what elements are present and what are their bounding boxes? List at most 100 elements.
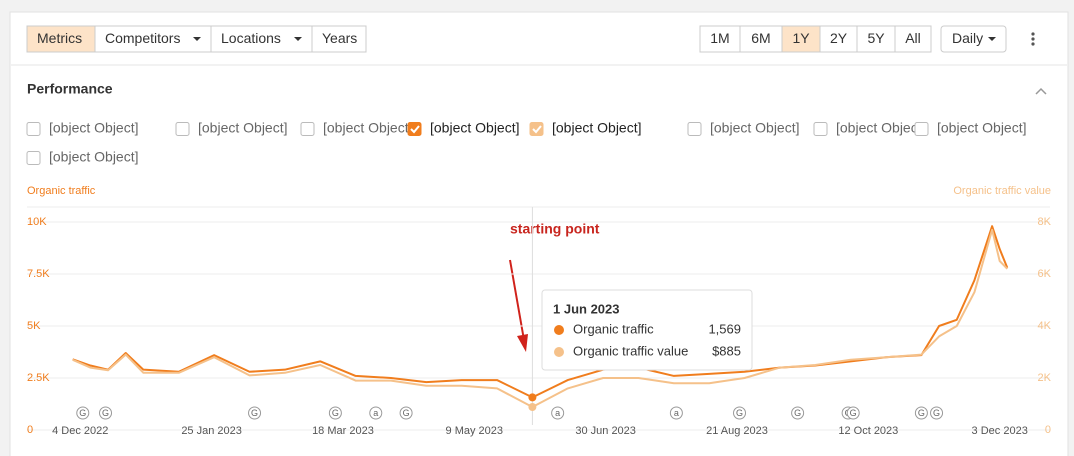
checkbox[interactable]: [175, 122, 190, 136]
annotation: starting point: [510, 221, 600, 237]
event-marker[interactable]: [914, 406, 928, 420]
event-marker-label[interactable]: G: [102, 408, 109, 418]
checkbox[interactable]: [300, 122, 315, 136]
hover-dot: [528, 393, 537, 402]
x-tick-label: 18 Mar 2023: [312, 425, 374, 437]
section-title: Performance: [27, 81, 113, 97]
event-marker-label[interactable]: a: [555, 408, 560, 418]
checkbox[interactable]: [687, 122, 702, 136]
tab[interactable]: [311, 25, 367, 53]
y2-tick-label: 4K: [1038, 320, 1052, 332]
y-tick-label: 7.5K: [27, 268, 50, 280]
tooltip-name: Organic traffic: [573, 321, 654, 336]
menu-dot[interactable]: [1031, 42, 1035, 46]
tab[interactable]: [26, 25, 96, 53]
checkbox-label[interactable]: [object Object]: [198, 120, 288, 136]
series-line: [72, 225, 1009, 399]
checkmark: [532, 125, 542, 134]
x-tick-label: 9 May 2023: [446, 425, 503, 437]
event-marker[interactable]: [99, 406, 113, 420]
x-tick-label: 4 Dec 2022: [52, 425, 108, 437]
event-marker[interactable]: [846, 406, 860, 420]
x-tick-label: 3 Dec 2023: [972, 425, 1028, 437]
menu-dot[interactable]: [1031, 37, 1035, 41]
event-marker[interactable]: [930, 406, 944, 420]
range-button[interactable]: [819, 25, 858, 53]
tooltip-name: Organic traffic value: [573, 343, 688, 358]
event-marker-label[interactable]: G: [736, 408, 743, 418]
event-marker-label[interactable]: G: [251, 408, 258, 418]
tooltip-swatch: [554, 325, 564, 335]
tab-label[interactable]: Metrics: [37, 30, 82, 46]
range-label[interactable]: 2Y: [830, 30, 848, 46]
range-button[interactable]: [699, 25, 741, 53]
event-marker[interactable]: [791, 406, 805, 420]
event-marker-label[interactable]: G: [79, 408, 86, 418]
x-tick-label: 21 Aug 2023: [706, 425, 768, 437]
checkbox-label[interactable]: [object Object]: [710, 120, 800, 136]
dropdown-caret: [294, 37, 302, 41]
event-marker-label[interactable]: G: [850, 408, 857, 418]
event-marker[interactable]: [248, 406, 262, 420]
checkbox[interactable]: [914, 122, 929, 136]
checkbox[interactable]: [26, 151, 41, 165]
range-button[interactable]: [781, 25, 821, 53]
event-marker[interactable]: [551, 406, 565, 420]
checkbox-label[interactable]: [object Object]: [430, 120, 520, 136]
tooltip-value: $885: [712, 343, 741, 358]
range-label[interactable]: 6M: [751, 30, 770, 46]
checkbox-label[interactable]: [object Object]: [836, 120, 926, 136]
menu-dot[interactable]: [1031, 32, 1035, 36]
checkbox-label[interactable]: [object Object]: [937, 120, 1027, 136]
checkbox[interactable]: [813, 122, 828, 136]
tooltip-date: 1 Jun 2023: [553, 301, 620, 316]
range-button[interactable]: [894, 25, 932, 53]
event-marker-label[interactable]: G: [918, 408, 925, 418]
event-marker-label[interactable]: a: [674, 408, 679, 418]
event-marker-label[interactable]: G: [794, 408, 801, 418]
event-marker[interactable]: [399, 406, 413, 420]
y-tick-label: 10K: [27, 216, 47, 228]
interval-label[interactable]: Daily: [952, 30, 983, 46]
tab-label[interactable]: Competitors: [105, 30, 180, 46]
event-marker[interactable]: [669, 406, 683, 420]
y-tick-label: 0: [27, 424, 33, 436]
y-tick-label: 2.5K: [27, 372, 50, 384]
event-marker-label[interactable]: a: [373, 408, 378, 418]
tab-label[interactable]: Locations: [221, 30, 281, 46]
collapse-icon[interactable]: [1035, 87, 1047, 95]
interval-button[interactable]: [940, 25, 1007, 53]
checkbox-label[interactable]: [object Object]: [49, 149, 139, 165]
event-marker[interactable]: [733, 406, 747, 420]
card: [9, 11, 1069, 456]
y2-tick-label: 0: [1045, 424, 1051, 436]
checkbox-label[interactable]: [object Object]: [552, 120, 642, 136]
checkbox-label[interactable]: [object Object]: [323, 120, 413, 136]
checkbox[interactable]: [407, 122, 422, 136]
checkbox[interactable]: [529, 122, 544, 136]
x-tick-label: 30 Jun 2023: [575, 425, 636, 437]
range-label[interactable]: 1Y: [792, 30, 810, 46]
event-marker-label[interactable]: G: [403, 408, 410, 418]
tab-label[interactable]: Years: [322, 30, 357, 46]
checkbox[interactable]: [26, 122, 41, 136]
event-marker[interactable]: [328, 406, 342, 420]
event-marker-label[interactable]: G: [933, 408, 940, 418]
tab[interactable]: [94, 25, 212, 53]
event-marker-label[interactable]: G: [332, 408, 339, 418]
event-marker[interactable]: [76, 406, 90, 420]
checkbox-label[interactable]: [object Object]: [49, 120, 139, 136]
range-button[interactable]: [739, 25, 783, 53]
range-label[interactable]: 5Y: [867, 30, 885, 46]
range-button[interactable]: [856, 25, 896, 53]
series-line: [72, 228, 1008, 408]
range-label[interactable]: 1M: [710, 30, 729, 46]
y2-tick-label: 6K: [1038, 268, 1052, 280]
y-axis-title: Organic traffic: [27, 185, 96, 197]
hover-dot: [528, 402, 537, 411]
range-label[interactable]: All: [905, 30, 921, 46]
y2-axis-title: Organic traffic value: [953, 185, 1051, 197]
event-marker[interactable]: [369, 406, 383, 420]
